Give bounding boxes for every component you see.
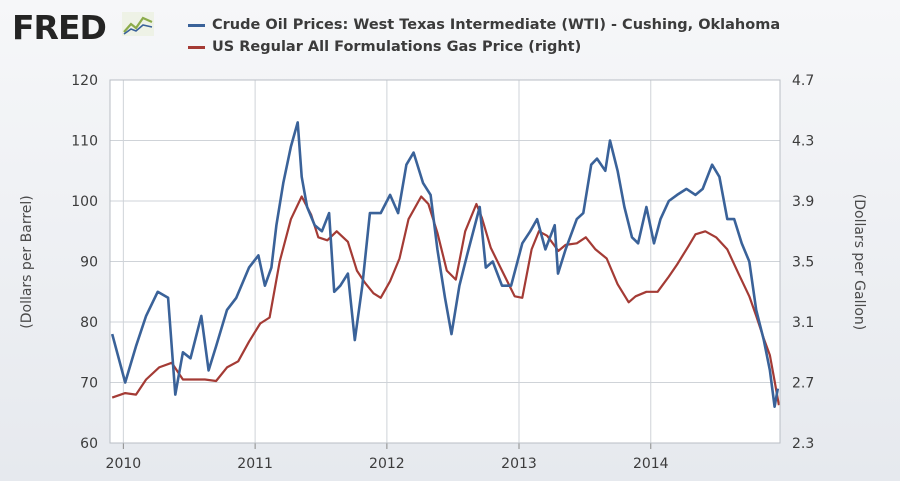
y-right-tick-label: 3.9 (792, 194, 814, 210)
legend-label-gas: US Regular All Formulations Gas Price (r… (212, 39, 582, 55)
y-left-tick-label: 90 (80, 255, 98, 271)
y-right-tick-label: 2.3 (792, 436, 814, 452)
series-line-gas (111, 195, 780, 406)
x-tick-label: 2011 (237, 456, 273, 472)
legend-swatch-wti (188, 23, 205, 27)
series-layer (110, 121, 780, 409)
x-tick-label: 2010 (106, 456, 142, 472)
x-tick-label: 2014 (633, 456, 669, 472)
y-axis-left-title: (Dollars per Barrel) (19, 195, 35, 328)
y-right-tick-label: 4.3 (792, 134, 814, 150)
plot-border (109, 79, 781, 444)
line-chart-icon (122, 12, 154, 36)
y-right-tick-label: 2.7 (792, 376, 814, 392)
y-left-tick-label: 100 (71, 194, 98, 210)
x-tick-label: 2012 (369, 456, 405, 472)
y-left-tick-label: 80 (80, 315, 98, 331)
axis-layer: 60 2.3 70 2.7 80 3.1 90 3.5 100 3.9 110 4.3 120 4.7 20… (71, 73, 814, 472)
y-left-tick-label: 120 (71, 73, 98, 89)
legend-label-wti: Crude Oil Prices: West Texas Intermediat… (212, 17, 781, 33)
legend-item-gas[interactable]: US Regular All Formulations Gas Price (r… (188, 36, 780, 58)
y-axis-right-title: (Dollars per Gallon) (851, 194, 867, 330)
y-left-tick-label: 60 (80, 436, 98, 452)
y-left-tick-label: 110 (71, 134, 98, 150)
x-tick-label: 2013 (501, 456, 537, 472)
legend-swatch-gas (188, 45, 205, 49)
y-right-tick-label: 3.1 (792, 315, 814, 331)
series-line-wti (110, 121, 780, 409)
y-right-tick-label: 3.5 (792, 255, 814, 271)
y-right-tick-label: 4.7 (792, 73, 814, 89)
legend-item-wti[interactable]: Crude Oil Prices: West Texas Intermediat… (188, 14, 780, 36)
chart-legend: Crude Oil Prices: West Texas Intermediat… (188, 14, 780, 58)
y-left-tick-label: 70 (80, 376, 98, 392)
fred-logo: FRED (12, 8, 107, 47)
